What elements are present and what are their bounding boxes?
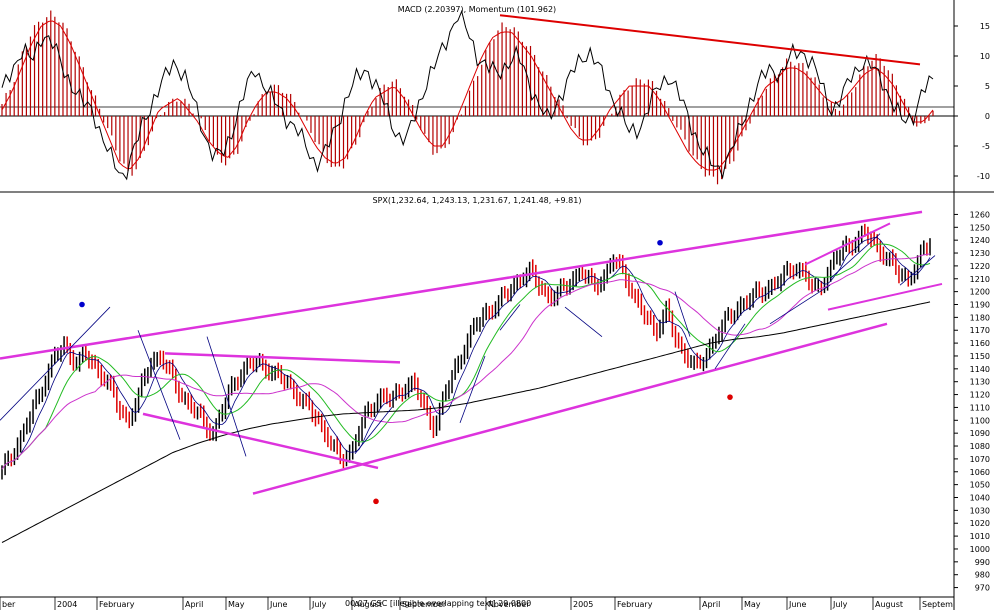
short-trendline [899, 255, 936, 286]
macd-tick-label: 10 [980, 52, 990, 61]
short-trendline [714, 323, 746, 370]
ma-long-line [1, 301, 931, 543]
macd-signal-line [1, 20, 934, 171]
spx-tick-label: 1170 [970, 326, 990, 335]
x-tick-label: June [788, 600, 807, 609]
macd-trendline [499, 14, 921, 66]
macd-title: MACD (2.20397), Momentum (101.962) [398, 5, 556, 14]
marker-dot [727, 394, 733, 400]
spx-tick-label: 1140 [970, 365, 990, 374]
spx-tick-label: 1260 [970, 210, 990, 219]
spx-tick-label: 1120 [970, 391, 990, 400]
spx-tick-label: 1020 [970, 519, 990, 528]
short-trendline [769, 284, 831, 325]
x-tick-label: April [702, 600, 720, 609]
x-tick-label: August [875, 600, 903, 609]
spx-tick-label: 1150 [970, 352, 990, 361]
short-trendline [137, 330, 181, 440]
x-tick-label: April [185, 600, 203, 609]
x-tick-label: August [354, 600, 382, 609]
x-tick-label: September [402, 600, 447, 609]
spx-tick-label: 990 [975, 558, 990, 567]
marker-dot [657, 239, 663, 246]
ma-green-line [1, 243, 931, 470]
x-tick-label: ber [2, 600, 16, 609]
spx-plot [0, 210, 943, 543]
ma-short-line [1, 237, 931, 470]
ma-pink-line [1, 253, 931, 470]
spx-tick-label: 1230 [970, 249, 990, 258]
rising-flag-top-trendline [804, 222, 891, 266]
short-trendline [674, 291, 691, 337]
spx-tick-label: 1210 [970, 275, 990, 284]
spx-tick-label: 1080 [970, 442, 990, 451]
short-trendline [206, 336, 247, 457]
x-tick-label: Septem [922, 600, 953, 609]
spx-tick-label: 1040 [970, 494, 990, 503]
spx-title: SPX(1,232.64, 1,243.13, 1,231.67, 1,241.… [373, 196, 582, 205]
short-trendline [564, 306, 603, 337]
x-tick-label: November [488, 600, 530, 609]
x-tick-label: June [269, 600, 288, 609]
spx-tick-label: 1110 [970, 403, 990, 412]
rising-flag-bottom-trendline [827, 282, 943, 311]
channel-top-trendline [0, 210, 923, 360]
macd-plot [0, 9, 954, 185]
y-axes: 151050-5-1012601250124012301220121012001… [954, 22, 990, 593]
spx-tick-label: 1010 [970, 532, 990, 541]
flag-bottom-trendline [142, 412, 379, 470]
short-trendline [829, 233, 881, 280]
macd-tick-label: 5 [985, 82, 990, 91]
spx-tick-label: 1250 [970, 223, 990, 232]
flag-top-trendline [164, 352, 401, 364]
x-axis: ber 2004 February April May June July August Sep… [0, 597, 953, 610]
macd-tick-label: -5 [982, 142, 990, 151]
x-tick-label: May [744, 600, 761, 609]
spx-tick-label: 1160 [970, 339, 990, 348]
x-tick-label: July [832, 600, 848, 609]
momentum-line [1, 9, 934, 181]
macd-tick-label: 15 [980, 22, 990, 31]
channel-bottom-trendline [252, 322, 888, 495]
spx-tick-label: 1240 [970, 236, 990, 245]
x-tick-label: May [228, 600, 245, 609]
marker-dot [373, 498, 379, 505]
spx-tick-label: 1030 [970, 506, 990, 515]
spx-tick-label: 1090 [970, 429, 990, 438]
spx-tick-label: 1190 [970, 301, 990, 310]
short-trendline [354, 407, 393, 455]
x-tick-label: February [99, 600, 135, 609]
macd-tick-label: -10 [977, 172, 990, 181]
short-trendline [459, 355, 486, 424]
short-trendline [0, 306, 111, 421]
spx-tick-label: 980 [975, 571, 990, 580]
x-tick-label: July [311, 600, 327, 609]
spx-tick-label: 1180 [970, 313, 990, 322]
x-tick-label: 2005 [573, 600, 593, 609]
spx-tick-label: 1070 [970, 455, 990, 464]
spx-tick-label: 1060 [970, 468, 990, 477]
spx-tick-label: 970 [975, 584, 990, 593]
spx-tick-label: 1130 [970, 378, 990, 387]
short-trendline [499, 304, 521, 331]
spx-tick-label: 1000 [970, 545, 990, 554]
footer-overlap-text: 00 07 GSC [illegible overlapping text] 2… [345, 599, 531, 608]
marker-dot [79, 301, 85, 308]
spx-tick-label: 1050 [970, 481, 990, 490]
x-tick-label: February [617, 600, 653, 609]
macd-tick-label: 0 [985, 112, 990, 121]
spx-tick-label: 1100 [970, 416, 990, 425]
spx-tick-label: 1200 [970, 288, 990, 297]
spx-tick-label: 1220 [970, 262, 990, 271]
x-tick-label: 2004 [57, 600, 77, 609]
